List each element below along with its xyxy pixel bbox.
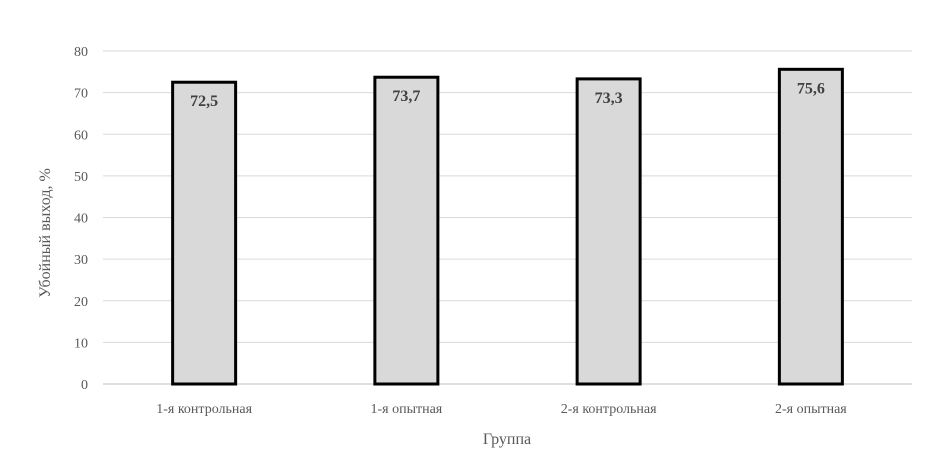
y-tick-label: 50 [74,170,88,185]
y-axis-title: Убойный выход, % [37,168,54,298]
y-tick-label: 10 [74,336,88,351]
y-axis-ticks: 0 10 20 30 40 50 60 70 80 [74,45,88,393]
y-tick-label: 70 [74,87,88,102]
x-axis-ticks: 1-я контрольная 1-я опытная 2-я контрольна… [156,402,847,417]
data-label: 73,7 [392,88,420,105]
bar [575,77,642,386]
y-tick-label: 60 [74,128,88,143]
data-labels: 72,5 73,7 73,3 75,6 [190,80,825,110]
bar [171,80,238,386]
x-tick-label: 1-я контрольная [156,402,252,417]
x-tick-label: 1-я опытная [370,402,442,417]
data-label: 75,6 [797,80,825,97]
x-tick-label: 2-я контрольная [561,402,657,417]
gridlines [103,50,912,385]
x-tick-label: 2-я опытная [775,402,847,417]
y-tick-label: 0 [81,378,88,393]
y-tick-label: 20 [74,295,88,310]
bars [171,67,844,386]
x-axis-title: Группа [483,431,531,448]
data-label: 73,3 [595,90,623,107]
bar [373,75,440,386]
bar [777,67,844,386]
data-label: 72,5 [190,93,218,110]
y-tick-label: 40 [74,212,88,227]
y-tick-label: 30 [74,253,88,268]
y-tick-label: 80 [74,45,88,60]
